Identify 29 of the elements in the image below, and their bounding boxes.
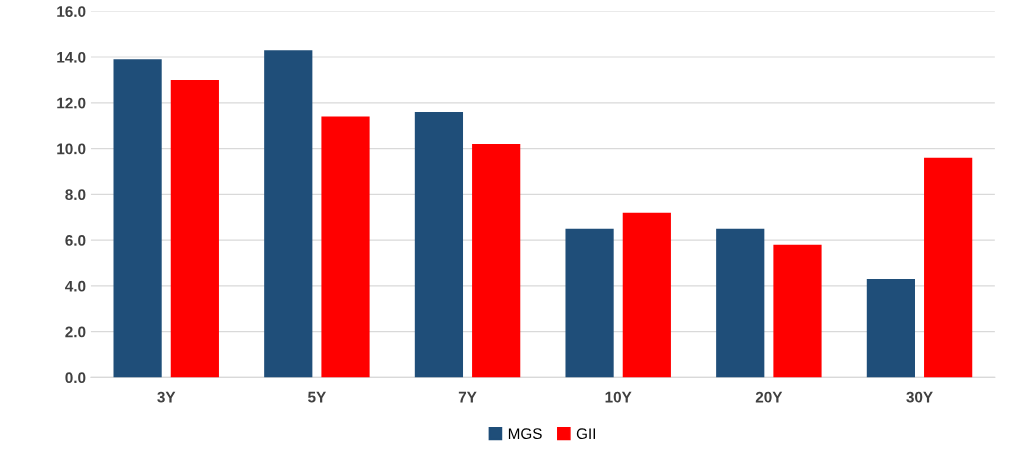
bar <box>113 59 162 378</box>
bar <box>321 116 370 378</box>
bar <box>170 79 219 378</box>
bar <box>924 157 973 378</box>
x-tick-label: 30Y <box>906 391 933 403</box>
y-tick-label: 16.0 <box>57 6 86 17</box>
bar <box>472 144 521 378</box>
x-tick-label: 3Y <box>157 391 176 403</box>
bar <box>622 212 671 378</box>
bar <box>773 244 822 378</box>
y-tick-label: 6.0 <box>65 234 86 246</box>
legend-label: MGS <box>508 428 542 440</box>
y-tick-label: 8.0 <box>65 189 86 201</box>
x-tick-label: 5Y <box>308 391 326 403</box>
bar <box>866 279 915 378</box>
y-tick-label: 12.0 <box>57 97 86 109</box>
y-tick-label: 4.0 <box>65 280 86 292</box>
y-tick-label: 0.0 <box>65 372 86 384</box>
x-tick-label: 20Y <box>755 391 783 403</box>
bar <box>565 228 614 378</box>
bar <box>264 50 313 378</box>
y-tick-label: 10.0 <box>57 143 86 155</box>
x-tick-label: 10Y <box>605 391 632 403</box>
x-tick-label: 7Y <box>458 391 477 403</box>
bar <box>716 228 765 378</box>
bar <box>414 111 464 378</box>
y-tick-label: 14.0 <box>57 51 86 63</box>
legend-label: GII <box>576 428 596 440</box>
y-tick-label: 2.0 <box>65 326 86 338</box>
